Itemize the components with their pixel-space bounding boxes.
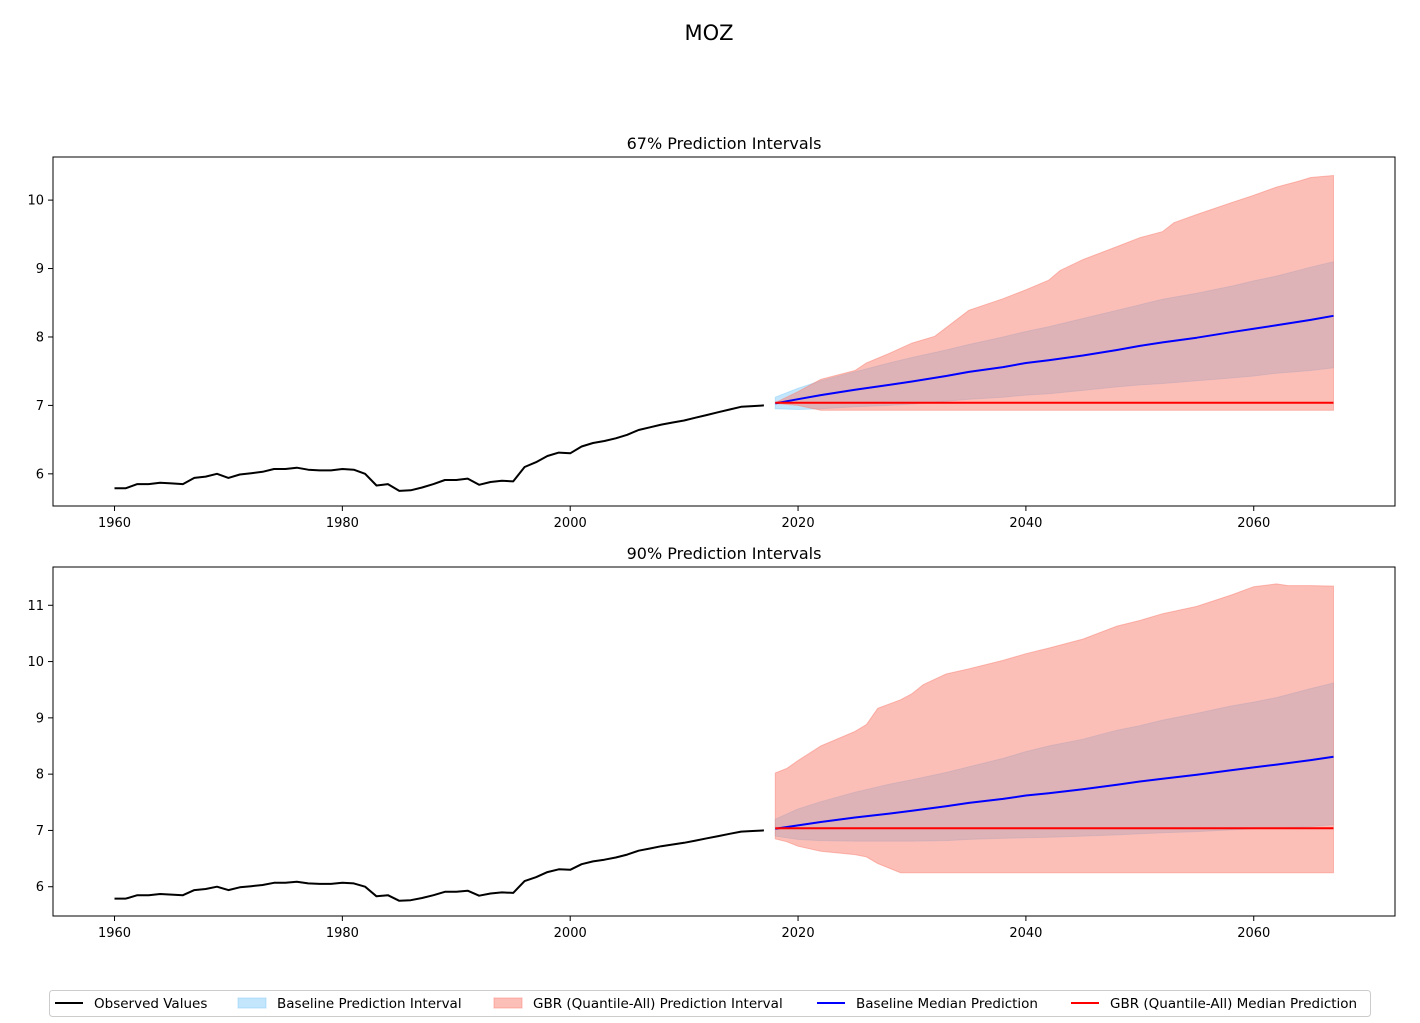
legend: Observed Values Baseline Prediction Inter… <box>49 990 1371 1017</box>
x-tick-label: 2020 <box>782 926 815 941</box>
observed-values-line <box>114 404 764 492</box>
gbr-interval-band <box>774 583 1334 874</box>
legend-label: GBR (Quantile-All) Median Prediction <box>1110 996 1357 1012</box>
axes-frame <box>52 566 1396 917</box>
subplot-67-prediction-intervals: 67% Prediction Intervals 1960 1980 2000 202… <box>27 134 1396 531</box>
y-tick-label: 10 <box>27 655 44 670</box>
legend-frame <box>49 990 1371 1017</box>
x-tick-label: 1980 <box>326 926 359 941</box>
x-tick-label: 2060 <box>1237 926 1270 941</box>
baseline-median-line <box>775 755 1334 830</box>
y-tick-label: 10 <box>27 194 44 209</box>
y-tick-label: 9 <box>36 711 44 726</box>
y-tick-label: 8 <box>36 330 44 345</box>
observed-values-line <box>114 829 764 902</box>
subplot-90-prediction-intervals: 90% Prediction Intervals 1960 1980 2000 202… <box>27 544 1396 941</box>
legend-label: Baseline Prediction Interval <box>277 996 462 1012</box>
y-tick-label: 9 <box>36 262 44 277</box>
legend-label: Baseline Median Prediction <box>856 996 1038 1012</box>
y-tick-label: 6 <box>36 880 44 895</box>
x-tick-label: 2040 <box>1009 516 1042 531</box>
x-tick-label: 2000 <box>554 926 587 941</box>
gbr-interval-band <box>774 174 1334 411</box>
legend-label: GBR (Quantile-All) Prediction Interval <box>533 996 783 1012</box>
y-tick-label: 6 <box>36 467 44 482</box>
subplot-title: 67% Prediction Intervals <box>627 134 822 153</box>
x-tick-label: 1960 <box>98 926 131 941</box>
y-tick-label: 7 <box>36 399 44 414</box>
y-tick-label: 11 <box>27 599 44 614</box>
figure-title: MOZ <box>684 21 733 45</box>
legend-label: Observed Values <box>94 996 207 1012</box>
baseline-median-line <box>775 314 1334 405</box>
axes-frame <box>52 156 1396 507</box>
x-tick-label: 2020 <box>782 516 815 531</box>
y-tick-label: 7 <box>36 824 44 839</box>
legend-swatch <box>237 997 267 1009</box>
y-tick-label: 8 <box>36 768 44 783</box>
x-tick-label: 2000 <box>554 516 587 531</box>
subplot-title: 90% Prediction Intervals <box>627 544 822 563</box>
legend-swatch <box>493 997 523 1009</box>
x-tick-label: 1960 <box>98 516 131 531</box>
x-tick-label: 2040 <box>1009 926 1042 941</box>
x-tick-label: 1980 <box>326 516 359 531</box>
x-tick-label: 2060 <box>1237 516 1270 531</box>
